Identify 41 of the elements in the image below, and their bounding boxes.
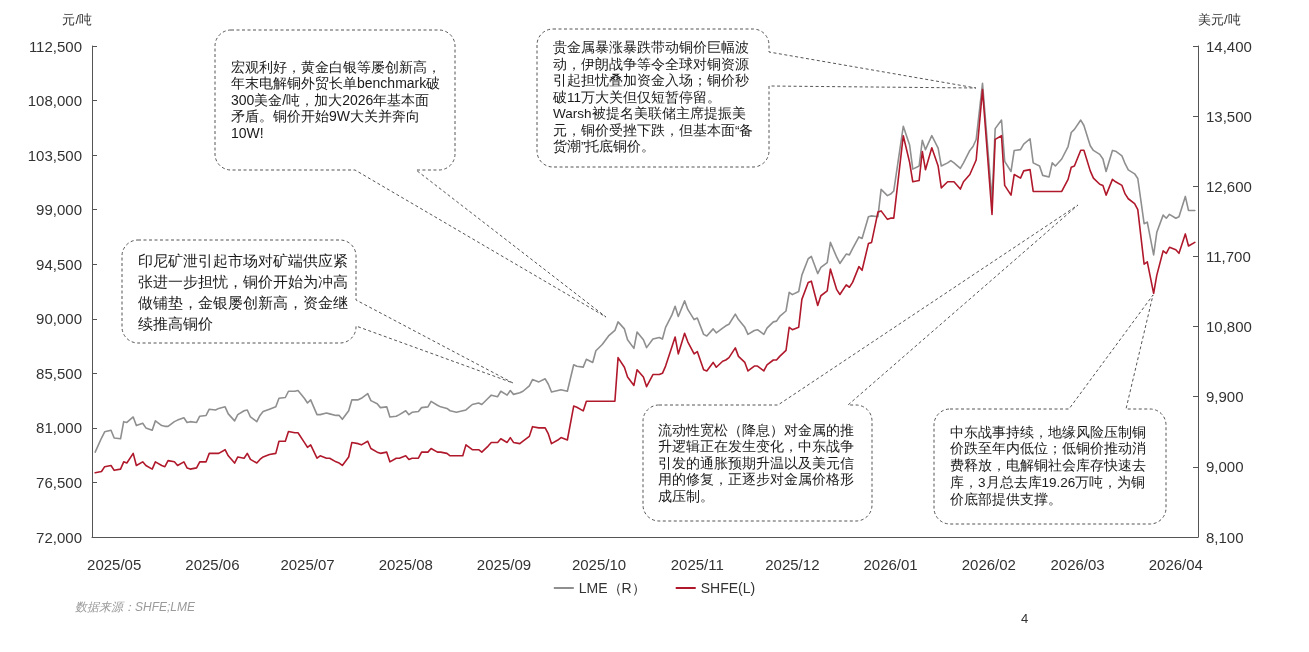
y-tick-label: 99,000 xyxy=(36,201,82,219)
y-tick-label: 94,500 xyxy=(36,255,82,273)
x-tick-label: 2025/05 xyxy=(87,556,142,573)
y2-tick-label: 13,500 xyxy=(1206,107,1252,125)
x-tick-label: 2025/12 xyxy=(765,556,820,573)
text: 4 xyxy=(1021,611,1029,626)
y2-tick-label: 10,800 xyxy=(1206,318,1252,336)
source-note: 数据来源：SHFE;LME xyxy=(75,600,197,614)
y-tick-label: 72,000 xyxy=(36,528,82,546)
y-tick-label: 85,500 xyxy=(36,364,82,382)
y-tick-label: 108,000 xyxy=(27,92,82,110)
y2-tick-label: 9,000 xyxy=(1206,458,1244,476)
legend-label: LME（R） xyxy=(578,580,646,596)
y2-tick-label: 9,900 xyxy=(1206,388,1244,406)
x-tick-label: 2026/02 xyxy=(961,556,1016,573)
y-tick-label: 90,000 xyxy=(36,310,82,328)
y-tick-label: 81,000 xyxy=(36,419,82,437)
y2-tick-label: 8,100 xyxy=(1206,528,1244,546)
x-tick-label: 2025/11 xyxy=(670,556,724,573)
x-tick-label: 2025/07 xyxy=(280,556,335,573)
y-tick-label: 76,500 xyxy=(36,473,82,491)
x-tick-label: 2025/09 xyxy=(476,556,532,573)
x-tick-label: 2026/04 xyxy=(1148,556,1203,573)
legend-label: SHFE(L) xyxy=(700,580,756,596)
y2-tick-label: 11,700 xyxy=(1206,247,1251,265)
y-tick-label: 112,500 xyxy=(28,37,82,55)
y2-tick-label: 14,400 xyxy=(1206,37,1252,55)
y-axis-title: 元/吨 xyxy=(62,12,92,27)
annotation: 中东战事持续，地缘风险压制铜价跌至年内低位；低铜价推动消费释放，电解铜社会库存快速去库，3月总去库19.26万吨，为铜价底部提供支撑。 xyxy=(950,424,1147,509)
x-tick-label: 2026/01 xyxy=(863,556,918,573)
y2-tick-label: 12,600 xyxy=(1206,177,1252,195)
x-tick-label: 2026/03 xyxy=(1050,556,1105,573)
x-tick-label: 2025/10 xyxy=(571,556,627,573)
annotation: 贵金属暴涨暴跌带动铜价巨幅波动，伊朗战争等令全球对铜资源引起担忧叠加资金入场；铜价秒破11万大关但仅短暂停留。 Warsh被提名美联储主席提振美元，铜价受挫下跌，但基本面“备货潮”托底铜价。 xyxy=(553,40,755,156)
y2-axis-title: 美元/吨 xyxy=(1198,12,1241,27)
y-tick-label: 103,500 xyxy=(27,146,82,164)
annotation: 印尼矿泄引起市场对矿端供应紧张进一步担忧，铜价开始为冲高做铺垫，金银屡创新高，资金继续推高铜价 xyxy=(138,250,349,334)
annotation: 流动性宽松（降息）对金属的推升逻辑正在发生变化，中东战争引发的通胀预期升温以及美元信用的修复，正逐步对金属价格形成压制。 xyxy=(658,421,855,505)
x-tick-label: 2025/06 xyxy=(185,556,240,573)
x-tick-label: 2025/08 xyxy=(378,556,433,573)
annotation: 宏观利好，黄金白银等屡创新高，年末电解铜外贸长单benchmark破300美金/吨，加大2026年基本面矛盾。铜价开始9W大关并奔向10W! xyxy=(231,58,442,142)
